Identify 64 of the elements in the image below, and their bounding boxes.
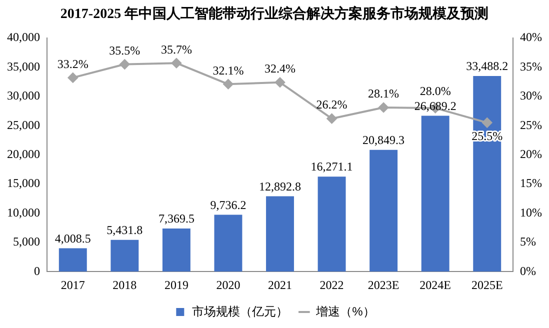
bar — [370, 150, 398, 272]
y-tick-label: 0 — [34, 264, 40, 278]
y2-tick-label: 15% — [520, 176, 542, 190]
point — [326, 114, 337, 124]
bar — [162, 228, 190, 272]
bar — [318, 176, 346, 272]
point — [275, 77, 285, 88]
y2-tick-label: 20% — [520, 146, 542, 161]
point — [482, 118, 492, 128]
bar — [421, 116, 450, 272]
point — [378, 102, 389, 112]
data-label: 33.2% — [57, 56, 88, 71]
point — [171, 58, 182, 68]
data-label: 28.0% — [420, 84, 451, 98]
x-tick-label: 2017 — [60, 278, 85, 292]
x-tick-label: 2025E — [471, 278, 503, 292]
bar — [110, 240, 139, 272]
y2-tick-label: 40% — [520, 30, 542, 44]
y-tick-label: 40,000 — [7, 30, 40, 44]
data-label: 26.2% — [316, 98, 348, 112]
x-tick-label: 2021 — [268, 278, 292, 292]
bar — [214, 214, 242, 272]
x-tick-label: 2020 — [216, 278, 240, 292]
point — [68, 72, 78, 83]
data-label: 28.1% — [368, 86, 400, 101]
y-tick-label: 10,000 — [7, 205, 40, 220]
bar — [266, 196, 294, 272]
y2-tick-label: 30% — [520, 88, 542, 103]
data-label: 16,271.1 — [310, 160, 353, 174]
data-label: 32.1% — [212, 63, 244, 78]
data-label: 4,008.5 — [54, 231, 91, 246]
point — [120, 59, 130, 70]
x-tick-label: 2022 — [320, 278, 344, 292]
y2-tick-label: 10% — [520, 205, 542, 220]
data-label: 35.5% — [109, 43, 140, 58]
data-label: 33,488.2 — [466, 59, 508, 74]
data-label: 9,736.2 — [210, 198, 246, 212]
x-tick-label: 2023E — [368, 278, 400, 292]
legend-label: 增速（%） — [315, 304, 375, 318]
data-label: 7,369.5 — [158, 212, 194, 226]
y-tick-label: 30,000 — [7, 88, 40, 103]
data-label: 5,431.8 — [106, 223, 143, 238]
data-label: 12,892.8 — [259, 179, 301, 194]
point — [223, 79, 234, 90]
legend-label: 市场规模（亿元） — [192, 304, 288, 318]
x-tick-label: 2019 — [164, 278, 188, 292]
data-label: 32.4% — [264, 62, 296, 76]
y-tick-label: 20,000 — [7, 146, 40, 161]
data-label: 35.7% — [160, 42, 192, 56]
y-tick-label: 25,000 — [7, 118, 40, 132]
x-tick-label: 2024E — [420, 278, 452, 292]
bar — [58, 248, 87, 272]
y-tick-label: 35,000 — [7, 59, 40, 74]
y-tick-label: 5,000 — [13, 234, 40, 249]
chart-title: 2017-2025 年中国人工智能带动行业综合解决方案服务市场规模及预测 — [59, 4, 490, 24]
y2-tick-label: 0% — [520, 264, 536, 278]
y-tick-label: 15,000 — [7, 176, 40, 190]
y2-tick-label: 35% — [520, 59, 542, 74]
data-label: 20,849.3 — [362, 132, 405, 147]
y2-tick-label: 25% — [520, 118, 542, 132]
bar — [473, 76, 502, 272]
x-tick-label: 2018 — [112, 278, 137, 292]
y2-tick-label: 5% — [520, 234, 536, 249]
data-label: 26,689.2 — [414, 98, 456, 113]
